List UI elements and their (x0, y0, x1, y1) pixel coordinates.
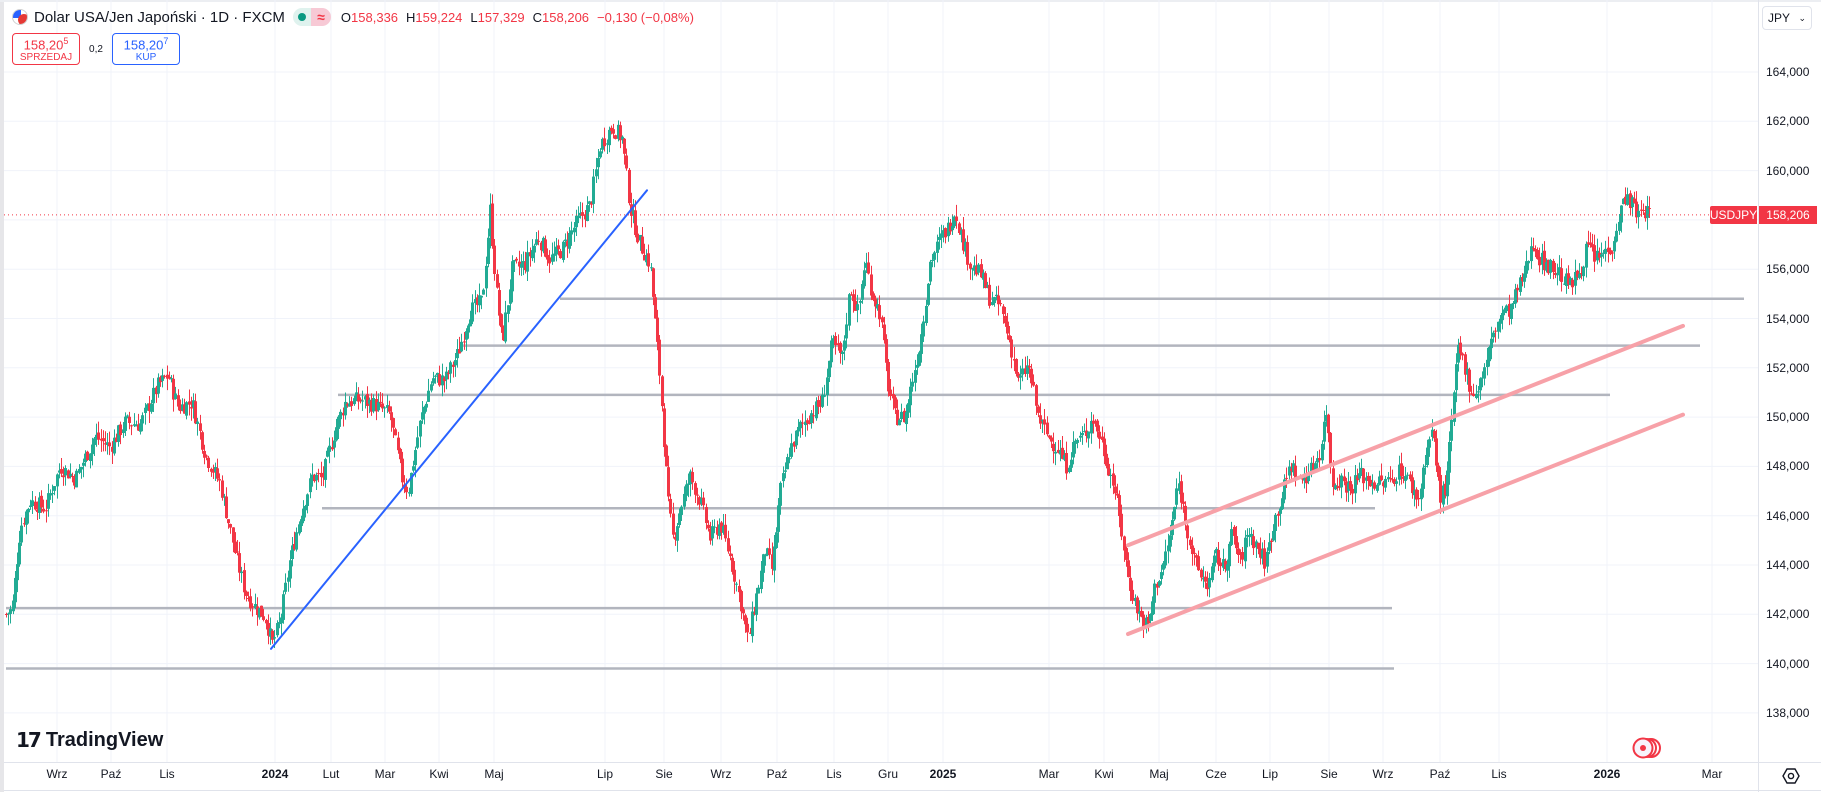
channel-lower (1126, 412, 1685, 637)
currency-value: JPY (1768, 11, 1791, 25)
tradingview-logo[interactable]: 17 TradingView (16, 728, 163, 752)
data-delay-icon: ≈ (310, 8, 331, 26)
time-axis-label: Mar (1038, 767, 1060, 781)
price-axis-label: 162,000 (1766, 114, 1810, 129)
chart-left-border (0, 0, 4, 792)
sell-label: SPRZEDAJ (19, 52, 73, 64)
time-axis-label: Gru (877, 767, 899, 781)
price-axis-label: 146,000 (1766, 508, 1810, 523)
tradingview-mark-icon: 17 (16, 728, 42, 752)
channel-upper (1126, 323, 1685, 548)
currency-selector[interactable]: JPY ⌄ (1762, 6, 1812, 30)
price-axis-label: 138,000 (1766, 705, 1810, 720)
time-axis-label: Mar (1701, 767, 1723, 781)
chevron-down-icon: ⌄ (1798, 12, 1806, 23)
sell-button[interactable]: 158,205 SPRZEDAJ (12, 33, 80, 65)
price-axis-label: 152,000 (1766, 360, 1810, 375)
time-axis-label: 2024 (261, 767, 289, 781)
time-axis-label: Kwi (1094, 767, 1114, 781)
chart-top-border (0, 0, 1821, 2)
price-change: −0,130 (−0,08%) (597, 9, 694, 25)
trend-lines[interactable] (270, 189, 1685, 650)
ohlc-high: H159,224 (406, 9, 463, 25)
time-axis-label: 2025 (929, 767, 957, 781)
price-axis-label: 154,000 (1766, 311, 1810, 326)
horizontal-support-lines[interactable] (6, 297, 1744, 670)
ohlc-low: L157,329 (470, 9, 525, 25)
trade-buttons: 158,205 SPRZEDAJ 0,2 158,207 KUP (12, 33, 180, 65)
time-axis-label: Wrz (46, 767, 68, 781)
symbol-title[interactable]: Dolar USA/Jen Japoński · 1D · FXCM (34, 8, 285, 26)
settings-gear-icon[interactable] (1780, 765, 1802, 787)
buy-price-pip: 7 (163, 35, 169, 46)
time-axis-label: Lis (826, 767, 842, 781)
price-axis-label: 160,000 (1766, 163, 1810, 178)
time-axis-label: Cze (1205, 767, 1227, 781)
replay-icon[interactable] (1632, 736, 1662, 760)
price-axis-label: 164,000 (1766, 65, 1810, 79)
price-axis-label: 156,000 (1766, 262, 1810, 277)
symbol-legend: Dolar USA/Jen Japoński · 1D · FXCM ≈ O15… (12, 6, 694, 28)
time-axis-label: Mar (374, 767, 396, 781)
status-pill[interactable]: ≈ (292, 8, 331, 26)
time-axis-label: Lis (1491, 767, 1507, 781)
time-axis-label: Lut (322, 767, 340, 781)
time-axis-label: Lip (596, 767, 614, 781)
sell-price-pip: 5 (63, 35, 69, 46)
time-axis-label: Kwi (429, 767, 449, 781)
time-axis-label: Sie (1320, 767, 1338, 781)
time-axis-label: Maj (484, 767, 504, 781)
ohlc-values: O158,336 H159,224 L157,329 C158,206 (341, 10, 589, 25)
price-axis-label: 142,000 (1766, 607, 1810, 622)
time-axis-label: Lis (159, 767, 175, 781)
time-axis-label: Paź (100, 767, 122, 781)
time-axis-label: Lip (1261, 767, 1279, 781)
time-axis-label: Maj (1149, 767, 1169, 781)
ohlc-close: C158,206 (532, 9, 590, 25)
symbol-price-tag: USDJPY (1709, 205, 1758, 224)
last-price-tag: 158,206 (1759, 205, 1817, 224)
buy-price: 158,20 (123, 37, 164, 53)
blue-uptrend (270, 189, 648, 650)
grid-lines (4, 0, 1758, 762)
time-axis-label: Wrz (1372, 767, 1394, 781)
usd-jpy-flag-icon (12, 9, 28, 25)
price-axis-label: 144,000 (1766, 558, 1810, 572)
tradingview-name: TradingView (45, 728, 164, 751)
market-open-icon (292, 8, 311, 26)
spread-value: 0,2 (89, 43, 103, 55)
price-axis-label: 150,000 (1766, 410, 1810, 425)
buy-label: KUP (135, 52, 157, 64)
ohlc-open: O158,336 (340, 9, 399, 25)
price-axis-label: 140,000 (1766, 656, 1810, 671)
time-axis-label: Sie (655, 767, 673, 781)
time-axis-label: Wrz (710, 767, 732, 781)
sell-price: 158,20 (23, 37, 64, 53)
time-axis-label: 2026 (1593, 767, 1621, 781)
time-axis-label: Paź (766, 767, 788, 781)
buy-button[interactable]: 158,207 KUP (112, 33, 180, 65)
candlestick-series (5, 120, 1651, 649)
price-axis-label: 148,000 (1766, 459, 1810, 474)
time-axis-label: Paź (1429, 767, 1451, 781)
